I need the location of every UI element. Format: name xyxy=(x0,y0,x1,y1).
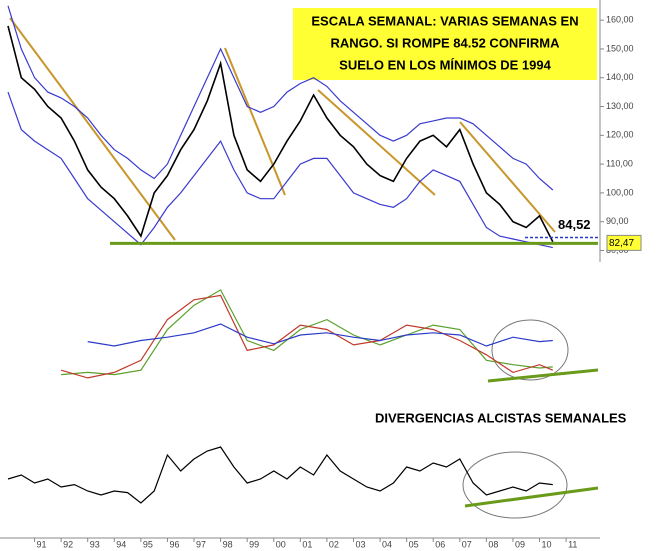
trendline xyxy=(317,89,436,196)
y-tick-label: 150,00 xyxy=(606,43,634,53)
x-tick-label: 00 xyxy=(276,539,286,549)
x-tick-label: 99 xyxy=(249,539,259,549)
highlight-ellipse xyxy=(491,319,569,381)
trendline xyxy=(9,17,176,241)
y-tick-label: 160,00 xyxy=(606,15,634,25)
series-line xyxy=(60,294,554,379)
y-tick-label: 100,00 xyxy=(606,187,634,197)
trendlines xyxy=(9,17,556,241)
x-tick-label: 91 xyxy=(37,539,47,549)
x-tick-label: 01 xyxy=(302,539,312,549)
annotation-line: ESCALA SEMANAL: VARIAS SEMANAS EN xyxy=(311,13,578,28)
x-tick-label: 04 xyxy=(382,539,392,549)
x-tick-label: 10 xyxy=(542,539,552,549)
x-tick-label: 02 xyxy=(329,539,339,549)
x-tick-label: 93 xyxy=(90,539,100,549)
annotation-box xyxy=(293,8,597,80)
annotation-line: RANGO. SI ROMPE 84.52 CONFIRMA xyxy=(331,35,561,50)
x-tick-label: 92 xyxy=(63,539,73,549)
divergence-line xyxy=(464,486,599,508)
x-tick-label: 96 xyxy=(169,539,179,549)
trendline xyxy=(224,47,286,196)
divergence-line xyxy=(487,368,599,383)
series-line xyxy=(7,5,554,191)
x-tick-label: 97 xyxy=(196,539,206,549)
level-label: 82,47 xyxy=(609,238,634,249)
x-tick-label: 98 xyxy=(223,539,233,549)
level-label-box xyxy=(606,234,642,251)
trendline xyxy=(459,121,556,233)
series-line xyxy=(7,25,554,243)
annotation: DIVERGENCIAS ALCISTAS SEMANALES xyxy=(375,410,627,425)
x-tick-label: 11 xyxy=(568,539,577,549)
x-tick-label: 95 xyxy=(143,539,153,549)
series-line xyxy=(7,91,553,249)
x-tick-label: 07 xyxy=(462,539,472,549)
y-tick-label: 110,00 xyxy=(606,158,633,168)
x-tick-label: 09 xyxy=(515,539,525,549)
series-line xyxy=(7,446,553,504)
x-tick-label: 06 xyxy=(435,539,445,549)
series-line xyxy=(87,323,553,347)
series-line xyxy=(61,289,553,376)
x-tick-label: 08 xyxy=(488,539,498,549)
x-tick-label: 03 xyxy=(355,539,365,549)
y-tick-label: 120,00 xyxy=(606,130,634,140)
y-tick-label: 130,00 xyxy=(606,101,634,111)
level-label: 84,52 xyxy=(558,217,591,232)
y-tick-label: 140,00 xyxy=(606,72,634,82)
x-tick-label: 05 xyxy=(409,539,419,549)
annotation-line: SUELO EN LOS MÍNIMOS DE 1994 xyxy=(339,57,551,72)
y-tick-label: 90,00 xyxy=(606,216,629,226)
highlight-ellipse xyxy=(462,451,568,519)
x-tick-label: 94 xyxy=(116,539,126,549)
